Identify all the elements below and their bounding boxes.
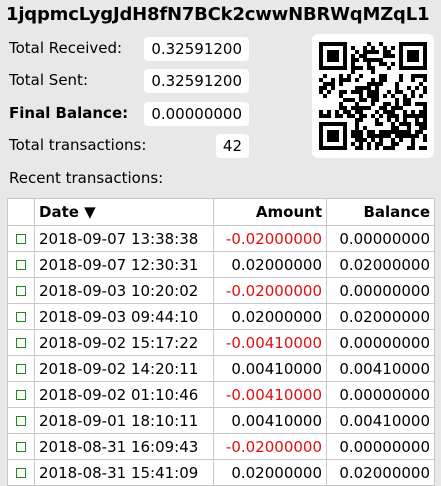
final-balance-label: Final Balance:	[9, 104, 129, 122]
row-checkbox-cell	[7, 407, 35, 434]
tx-balance: 0.00000000	[326, 433, 435, 460]
checkbox-icon[interactable]	[16, 416, 26, 426]
transactions-table: Date ▼ Amount Balance 2018-09-07 13:38:3…	[7, 198, 435, 486]
tx-balance: 0.00410000	[326, 355, 435, 382]
qr-code-icon	[319, 42, 427, 150]
checkbox-icon[interactable]	[16, 364, 26, 374]
table-row[interactable]: 2018-09-02 01:10:46 -0.00410000 0.00000000	[7, 381, 435, 408]
checkbox-icon[interactable]	[16, 390, 26, 400]
row-checkbox-cell	[7, 433, 35, 460]
tx-balance: 0.00000000	[326, 277, 435, 304]
recent-transactions-label: Recent transactions:	[9, 169, 164, 187]
total-transactions-label: Total transactions:	[9, 136, 147, 154]
checkbox-icon[interactable]	[16, 260, 26, 270]
tx-date[interactable]: 2018-09-07 12:30:31	[34, 251, 214, 278]
row-checkbox-cell	[7, 381, 35, 408]
wallet-address: 1jqpmcLygJdH8fN7BCk2cwwNBRWqMZqL1	[6, 4, 430, 25]
tx-amount: -0.02000000	[213, 225, 327, 252]
tx-date[interactable]: 2018-09-07 13:38:38	[34, 225, 214, 252]
tx-balance: 0.00000000	[326, 381, 435, 408]
tx-date[interactable]: 2018-08-31 16:09:43	[34, 433, 214, 460]
tx-balance: 0.02000000	[326, 459, 435, 486]
tx-date[interactable]: 2018-09-03 10:20:02	[34, 277, 214, 304]
total-sent-label: Total Sent:	[9, 71, 88, 89]
checkbox-icon[interactable]	[16, 286, 26, 296]
row-checkbox-cell	[7, 277, 35, 304]
tx-balance: 0.02000000	[326, 303, 435, 330]
table-row[interactable]: 2018-09-01 18:10:11 0.00410000 0.00410000	[7, 407, 435, 434]
table-row[interactable]: 2018-09-02 14:20:11 0.00410000 0.00410000	[7, 355, 435, 382]
row-checkbox-cell	[7, 225, 35, 252]
tx-date[interactable]: 2018-09-02 14:20:11	[34, 355, 214, 382]
total-sent-value: 0.32591200	[144, 69, 249, 93]
total-received-label: Total Received:	[9, 39, 123, 57]
table-row[interactable]: 2018-08-31 15:41:09 0.02000000 0.02000000	[7, 459, 435, 486]
table-row[interactable]: 2018-09-07 13:38:38 -0.02000000 0.00000000	[7, 225, 435, 252]
tx-balance: 0.00000000	[326, 225, 435, 252]
table-row[interactable]: 2018-09-02 15:17:22 -0.00410000 0.00000000	[7, 329, 435, 356]
tx-date[interactable]: 2018-09-03 09:44:10	[34, 303, 214, 330]
tx-date[interactable]: 2018-09-02 15:17:22	[34, 329, 214, 356]
row-checkbox-cell	[7, 303, 35, 330]
qr-code	[312, 34, 434, 158]
tx-amount: -0.02000000	[213, 277, 327, 304]
tx-amount: -0.02000000	[213, 433, 327, 460]
checkbox-icon[interactable]	[16, 312, 26, 322]
tx-date[interactable]: 2018-08-31 15:41:09	[34, 459, 214, 486]
total-received-row: Total Received: 0.32591200	[9, 37, 249, 61]
tx-date[interactable]: 2018-09-02 01:10:46	[34, 381, 214, 408]
tx-amount: -0.00410000	[213, 329, 327, 356]
tx-balance: 0.00410000	[326, 407, 435, 434]
tx-amount: 0.02000000	[213, 459, 327, 486]
amount-column-header[interactable]: Amount	[213, 198, 327, 226]
table-row[interactable]: 2018-08-31 16:09:43 -0.02000000 0.00000000	[7, 433, 435, 460]
row-checkbox-cell	[7, 355, 35, 382]
checkbox-icon[interactable]	[16, 442, 26, 452]
tx-amount: -0.00410000	[213, 381, 327, 408]
tx-amount: 0.02000000	[213, 251, 327, 278]
row-checkbox-cell	[7, 329, 35, 356]
tx-balance: 0.00000000	[326, 329, 435, 356]
final-balance-row: Final Balance: 0.00000000	[9, 102, 249, 126]
checkbox-icon[interactable]	[16, 338, 26, 348]
tx-amount: 0.00410000	[213, 355, 327, 382]
total-sent-row: Total Sent: 0.32591200	[9, 69, 249, 93]
table-row[interactable]: 2018-09-03 10:20:02 -0.02000000 0.00000000	[7, 277, 435, 304]
table-row[interactable]: 2018-09-07 12:30:31 0.02000000 0.02000000	[7, 251, 435, 278]
balance-column-header[interactable]: Balance	[326, 198, 435, 226]
total-transactions-row: Total transactions: 42	[9, 134, 249, 158]
header-check	[7, 198, 35, 226]
total-received-value: 0.32591200	[144, 37, 249, 61]
tx-balance: 0.02000000	[326, 251, 435, 278]
checkbox-icon[interactable]	[16, 234, 26, 244]
row-checkbox-cell	[7, 459, 35, 486]
row-checkbox-cell	[7, 251, 35, 278]
final-balance-value: 0.00000000	[144, 102, 249, 126]
tx-amount: 0.00410000	[213, 407, 327, 434]
total-transactions-value: 42	[215, 134, 249, 158]
table-header-row: Date ▼ Amount Balance	[7, 198, 435, 226]
table-row[interactable]: 2018-09-03 09:44:10 0.02000000 0.02000000	[7, 303, 435, 330]
date-column-header[interactable]: Date ▼	[34, 198, 214, 226]
tx-amount: 0.02000000	[213, 303, 327, 330]
tx-date[interactable]: 2018-09-01 18:10:11	[34, 407, 214, 434]
